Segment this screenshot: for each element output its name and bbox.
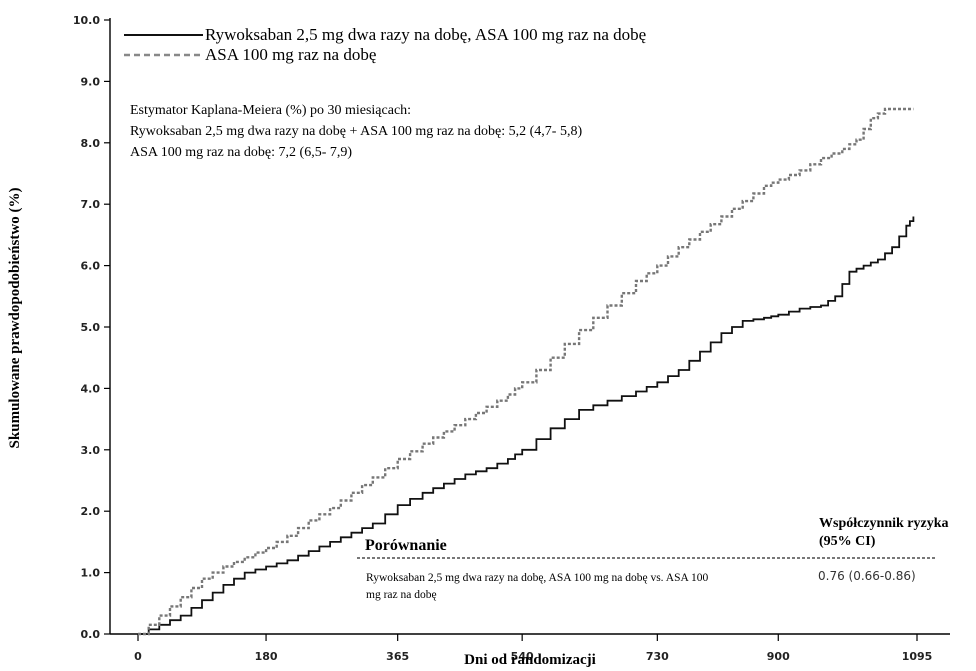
x-tick-label: 180 — [255, 650, 278, 663]
hazard-ratio-heading-line-2: (95% CI) — [819, 534, 876, 549]
comparison-heading: Porównanie — [365, 537, 447, 554]
x-tick-label: 730 — [646, 650, 669, 663]
x-tick-label: 365 — [386, 650, 409, 663]
km-annotation: Estymator Kaplana-Meiera (%) po 30 miesi… — [130, 103, 582, 160]
x-axis-title: Dni od randomizacji — [464, 652, 596, 668]
x-ticks: 0 180 365 540 730 900 1095 — [134, 634, 932, 663]
y-axis-title: Skumulowane prawdopodobieństwo (%) — [7, 188, 23, 449]
legend-label-asa: ASA 100 mg raz na dobę — [205, 45, 376, 64]
x-tick-label: 900 — [767, 650, 790, 663]
y-tick-label: 3.0 — [81, 444, 101, 457]
x-tick-label: 540 — [511, 650, 534, 663]
legend: Rywoksaban 2,5 mg dwa razy na dobę, ASA … — [124, 25, 646, 64]
comparison-row-label-line-1: Rywoksaban 2,5 mg dwa razy na dobę, ASA … — [366, 572, 709, 584]
y-ticks: 0.0 1.0 2.0 3.0 4.0 5.0 6.0 7.0 8.0 9.0 10.0 — [73, 14, 110, 641]
comparison-row-value: 0.76 (0.66-0.86) — [818, 569, 916, 583]
y-tick-label: 5.0 — [81, 321, 101, 334]
comparison-table: Porównanie Współczynnik ryzyka (95% CI) … — [357, 516, 949, 601]
km-annotation-line-2: ASA 100 mg raz na dobę: 7,2 (6,5- 7,9) — [130, 145, 352, 160]
y-tick-label: 10.0 — [73, 14, 100, 27]
km-annotation-line-1: Rywoksaban 2,5 mg dwa razy na dobę + ASA… — [130, 124, 582, 139]
y-tick-label: 6.0 — [81, 260, 101, 273]
x-tick-label: 1095 — [902, 650, 933, 663]
x-tick-label: 0 — [134, 650, 142, 663]
y-tick-label: 1.0 — [81, 567, 101, 580]
legend-label-rivaroxaban: Rywoksaban 2,5 mg dwa razy na dobę, ASA … — [205, 25, 646, 44]
y-tick-label: 8.0 — [81, 137, 101, 150]
y-tick-label: 2.0 — [81, 505, 101, 518]
comparison-row-label-line-2: mg raz na dobę — [366, 589, 437, 601]
axes: 0.0 1.0 2.0 3.0 4.0 5.0 6.0 7.0 8.0 9.0 10.0 0 180 3… — [73, 14, 950, 663]
y-tick-label: 0.0 — [81, 628, 101, 641]
hazard-ratio-heading-line-1: Współczynnik ryzyka — [819, 516, 949, 531]
series-line-rivaroxaban — [138, 216, 915, 635]
y-tick-label: 9.0 — [81, 75, 101, 88]
series-line-asa — [138, 107, 914, 636]
y-tick-label: 7.0 — [81, 198, 101, 211]
y-tick-label: 4.0 — [81, 382, 101, 395]
km-annotation-title: Estymator Kaplana-Meiera (%) po 30 miesi… — [130, 103, 411, 118]
series-layer — [138, 107, 915, 636]
